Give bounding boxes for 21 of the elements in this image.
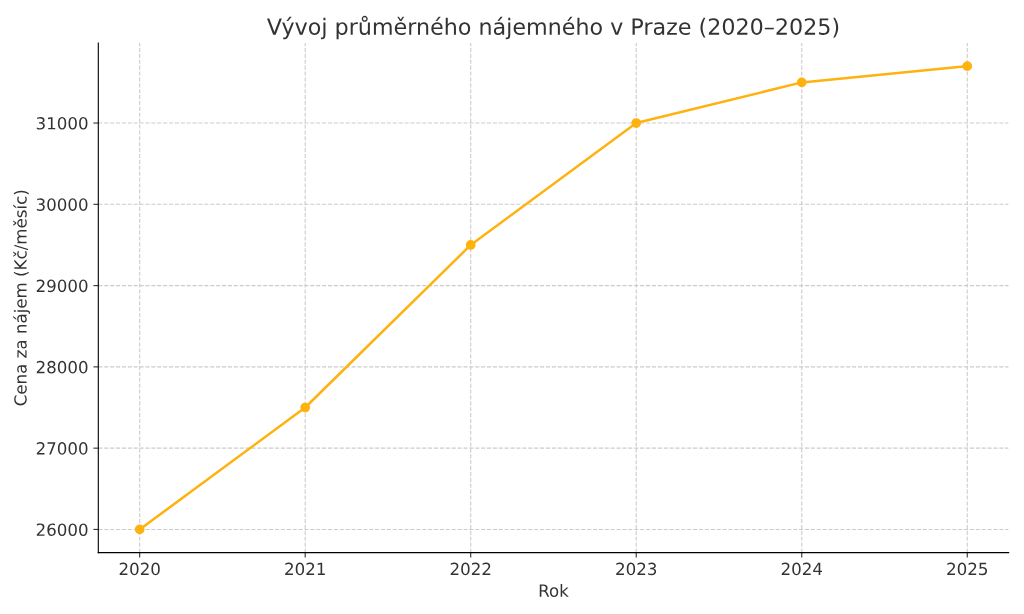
chart-title: Vývoj průměrného nájemného v Praze (2020–2025) [267,15,839,40]
point [465,240,476,250]
y-tick-label: 31000 [36,117,88,130]
y-tick-label: 26000 [36,523,88,536]
x-tick-label: 2023 [616,562,657,576]
y-tick-label: 30000 [36,198,88,211]
x-tick-label: 2025 [947,562,988,576]
point [962,61,973,72]
x-tick-label: 2022 [450,562,491,576]
y-tick-label: 27000 [36,442,88,455]
point [796,77,807,88]
point [300,402,311,413]
y-axis-title: Cena za nájem (Kč/měsíc) [13,190,31,406]
x-tick-label: 2024 [781,562,823,576]
point [631,118,642,128]
point [134,524,145,535]
x-axis-title: Rok [539,584,569,597]
x-tick-label: 2020 [119,562,160,576]
y-tick-label: 28000 [36,360,88,374]
y-tick-label: 29000 [36,279,88,293]
x-tick-label: 2021 [285,562,325,576]
